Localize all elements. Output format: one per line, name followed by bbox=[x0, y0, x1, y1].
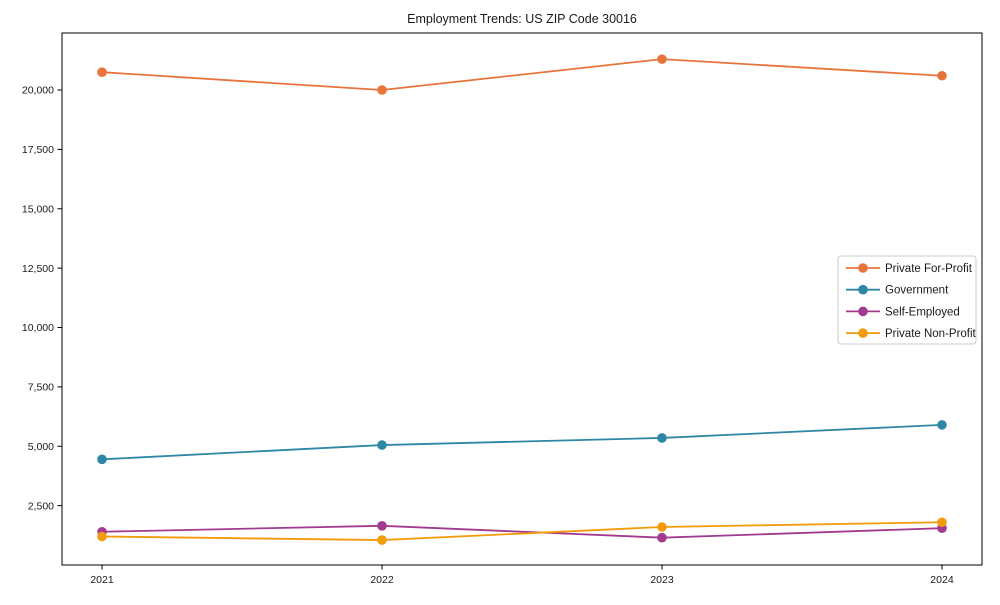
plot-border bbox=[61, 32, 983, 566]
y-tick-label: 12,500 bbox=[22, 263, 54, 275]
data-marker-private-non-profit bbox=[937, 517, 947, 528]
series-line-private-for-profit bbox=[101, 58, 943, 91]
y-tick-label: 20,000 bbox=[22, 85, 54, 97]
data-marker-government bbox=[377, 440, 387, 450]
x-tick-label: 2024 bbox=[930, 574, 954, 586]
x-tick-label: 2021 bbox=[90, 574, 114, 586]
chart-title: Employment Trends: US ZIP Code 30016 bbox=[407, 12, 637, 26]
legend-label: Private For-Profit bbox=[885, 263, 973, 275]
data-marker-private-non-profit bbox=[657, 522, 667, 532]
legend-label: Self-Employed bbox=[885, 306, 960, 318]
legend-label: Private Non-Profit bbox=[885, 328, 977, 340]
data-marker-government bbox=[657, 433, 667, 443]
data-marker-self-employed bbox=[657, 532, 667, 543]
data-marker-self-employed bbox=[377, 521, 387, 531]
y-tick-label: 5,000 bbox=[28, 441, 54, 453]
y-tick-label: 10,000 bbox=[22, 322, 54, 334]
series-line-government bbox=[101, 423, 943, 461]
legend-marker bbox=[858, 284, 868, 295]
data-marker-government bbox=[97, 454, 107, 465]
y-tick-label: 15,000 bbox=[22, 203, 54, 215]
x-tick-label: 2023 bbox=[650, 574, 674, 586]
y-tick-label: 17,500 bbox=[22, 144, 54, 156]
legend-marker bbox=[858, 306, 868, 317]
data-marker-private-non-profit bbox=[377, 535, 387, 545]
legend: Private For-Profit Government Self-Employe… bbox=[837, 255, 977, 345]
data-marker-private-for-profit bbox=[97, 67, 107, 77]
data-marker-government bbox=[937, 420, 947, 430]
data-marker-private-for-profit bbox=[937, 70, 947, 81]
legend-marker bbox=[858, 263, 868, 273]
y-tick-label: 2,500 bbox=[28, 500, 54, 512]
legend-marker bbox=[858, 328, 868, 338]
x-tick-label: 2022 bbox=[370, 574, 394, 586]
series-line-self-employed bbox=[102, 524, 943, 539]
data-marker-private-non-profit bbox=[97, 531, 107, 542]
data-marker-private-for-profit bbox=[657, 54, 667, 64]
y-tick-label: 7,500 bbox=[28, 382, 54, 394]
legend-box bbox=[837, 255, 977, 345]
plot-area: 2,500 5,000 7,500 10,000 12,500 15,000 17,500 2… bbox=[22, 32, 983, 586]
legend-label: Government bbox=[885, 285, 949, 297]
data-marker-private-for-profit bbox=[377, 85, 387, 95]
series-line-private-non-profit bbox=[102, 521, 942, 541]
